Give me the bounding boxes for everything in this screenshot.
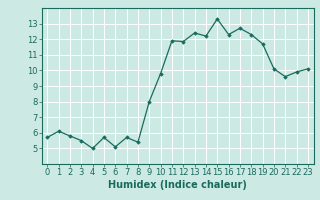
X-axis label: Humidex (Indice chaleur): Humidex (Indice chaleur) [108,180,247,190]
